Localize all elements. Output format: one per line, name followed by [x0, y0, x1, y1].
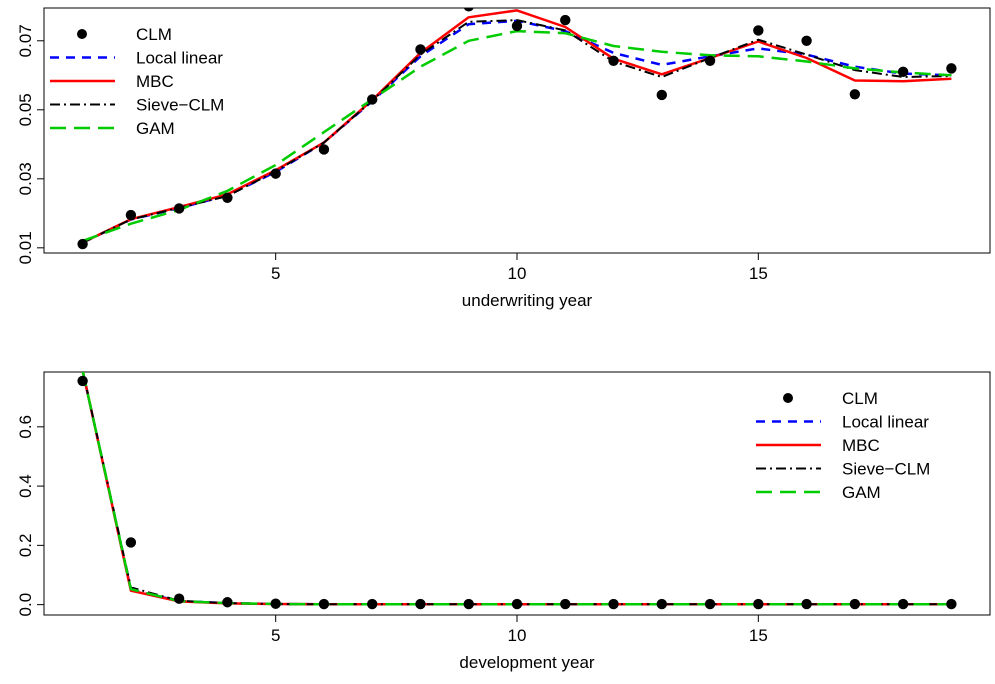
legend-label: CLM: [136, 25, 172, 44]
clm-point: [608, 55, 619, 66]
x-tick-label: 5: [271, 264, 280, 283]
clm-point: [125, 537, 137, 548]
clm-point: [511, 20, 523, 32]
x-tick-label: 15: [749, 626, 768, 645]
data-area: [77, 8, 957, 250]
legend-label: MBC: [136, 72, 174, 91]
clm-point: [753, 25, 764, 36]
clm-point: [415, 44, 426, 55]
legend: CLM Local linear MBC Sieve−CLM GAM: [50, 25, 224, 138]
series-line-gam: [81, 372, 952, 606]
y-tick-label: 0.01: [16, 231, 35, 264]
y-tick-label: 0.05: [16, 93, 35, 126]
legend-label: Sieve−CLM: [136, 96, 224, 115]
clm-point: [656, 89, 667, 101]
y-tick-label: 0.0: [16, 593, 35, 617]
clm-point: [608, 598, 619, 610]
legend-label: CLM: [842, 389, 878, 408]
top-chart-panel: 5 10 15 underwriting year 0.01 0.03 0.05 0.07 CL…: [16, 7, 991, 310]
clm-point: [849, 598, 861, 610]
clm-point: [367, 598, 378, 610]
series-line-sieve-clm: [81, 372, 952, 606]
y-tick-label: 0.2: [16, 534, 35, 558]
legend-label: Sieve−CLM: [842, 460, 930, 479]
plot-frame: [43, 7, 991, 254]
clm-point: [270, 168, 281, 179]
legend-clm-marker: [77, 29, 87, 39]
clm-point: [173, 203, 185, 214]
legend-label: Local linear: [842, 413, 929, 432]
clm-point: [704, 55, 716, 66]
y-tick-label: 0.4: [16, 474, 35, 498]
clm-point: [77, 375, 88, 387]
y-tick-label: 0.07: [16, 24, 35, 57]
clm-point: [560, 598, 571, 610]
legend-clm-marker: [783, 393, 793, 403]
clm-point: [511, 598, 523, 610]
clm-point: [801, 35, 812, 46]
clm-point: [704, 598, 716, 610]
x-axis-label: development year: [459, 653, 594, 672]
bottom-chart-panel: 5 10 15 development year 0.0 0.2 0.4 0.6 CLM Loca…: [16, 371, 991, 672]
clm-point: [897, 66, 909, 78]
series-line-local-linear: [81, 372, 952, 606]
clm-point: [173, 593, 185, 604]
y-tick-label: 0.6: [16, 415, 35, 439]
series-line-sieve-clm: [82, 19, 952, 244]
clm-point: [270, 598, 281, 609]
clm-point: [849, 89, 861, 100]
clm-point: [753, 598, 764, 610]
x-tick-label: 15: [749, 264, 768, 283]
clm-point: [367, 94, 378, 105]
clm-point: [946, 598, 957, 610]
x-tick-label: 5: [271, 626, 280, 645]
clm-point: [222, 192, 233, 203]
clm-point: [125, 209, 137, 221]
clm-point: [946, 63, 957, 74]
clm-point: [318, 598, 330, 610]
clm-point: [463, 598, 474, 610]
legend-label: MBC: [842, 436, 880, 455]
x-axis-label: underwriting year: [462, 291, 593, 310]
x-tick-label: 10: [508, 264, 527, 283]
clm-point: [222, 597, 233, 608]
data-area: [77, 372, 957, 610]
clm-point: [463, 8, 474, 12]
clm-point: [318, 144, 330, 155]
y-tick-label: 0.03: [16, 162, 35, 195]
clm-point: [77, 238, 88, 250]
series-line-mbc: [81, 372, 952, 606]
clm-point: [415, 598, 426, 610]
clm-point: [897, 598, 909, 610]
x-tick-label: 10: [508, 626, 527, 645]
legend-label: Local linear: [136, 49, 223, 68]
clm-point: [560, 14, 571, 26]
legend-label: GAM: [842, 483, 881, 502]
series-line-mbc: [82, 9, 952, 244]
clm-point: [656, 598, 667, 610]
clm-point: [801, 598, 812, 610]
legend: CLM Local linear MBC Sieve−CLM GAM: [756, 389, 930, 502]
legend-label: GAM: [136, 119, 175, 138]
